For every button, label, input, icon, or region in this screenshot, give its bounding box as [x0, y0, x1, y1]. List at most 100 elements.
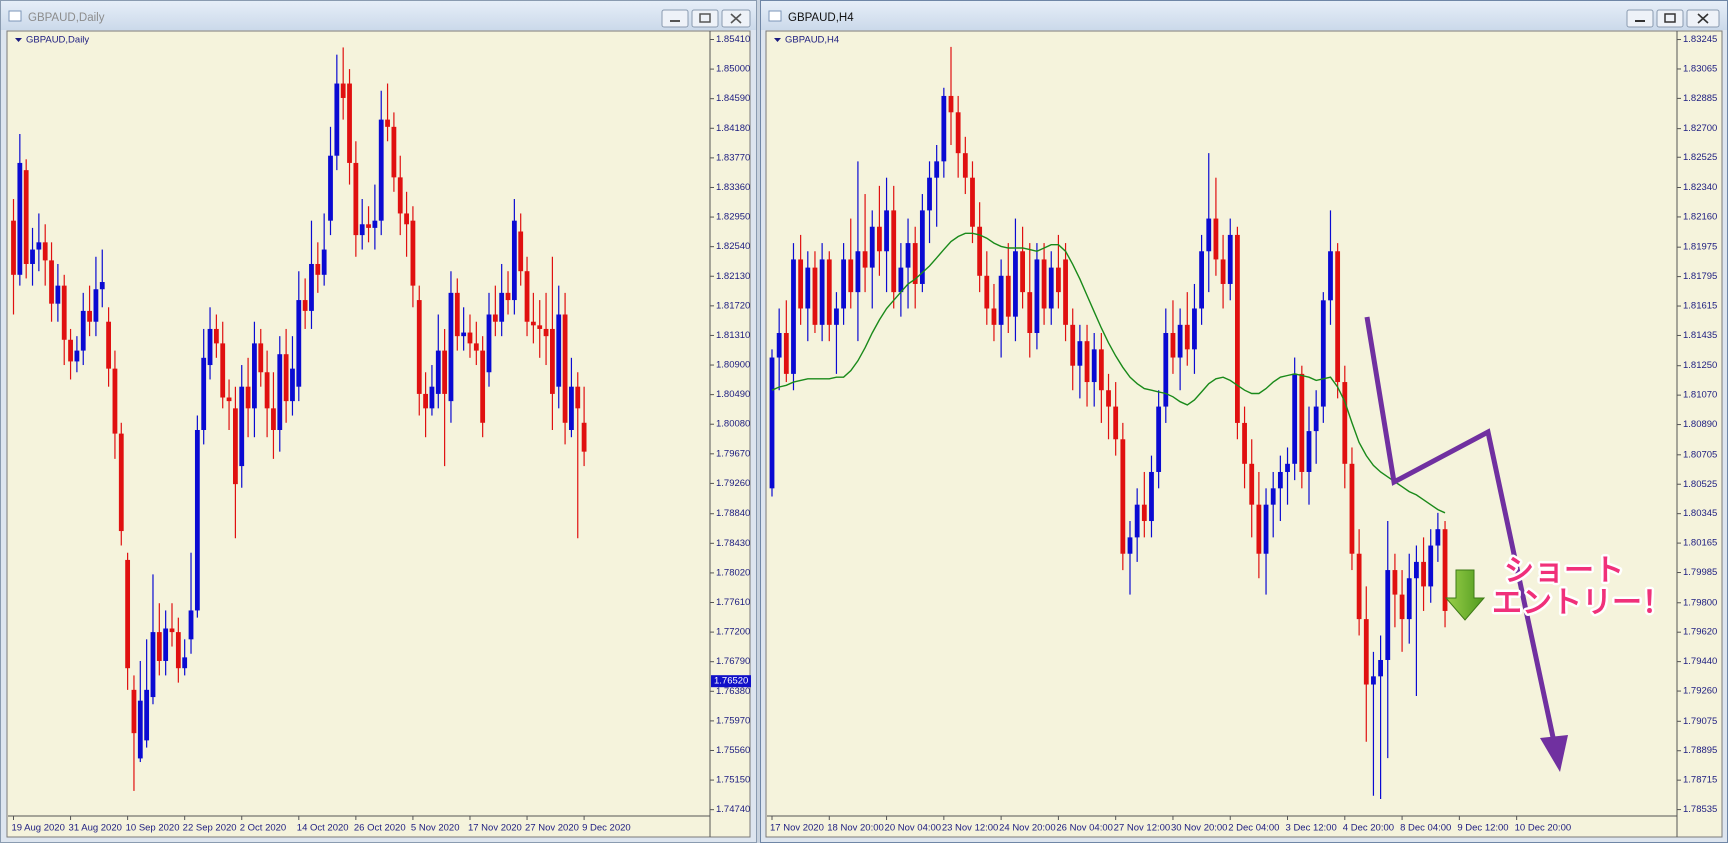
x-tick-label: 26 Nov 04:00: [1056, 823, 1113, 834]
candle-body: [125, 559, 131, 669]
candle-body: [1041, 259, 1047, 309]
candle-body: [213, 328, 219, 344]
candle-body: [391, 126, 397, 178]
x-tick-label: 26 Oct 2020: [354, 823, 406, 834]
candle-body: [359, 224, 365, 236]
y-tick-label: 1.81250: [1683, 360, 1717, 371]
window-icon: [8, 10, 22, 22]
candle-body: [1020, 251, 1025, 293]
candle-body: [1213, 218, 1219, 260]
y-tick-label: 1.79440: [1683, 656, 1717, 667]
candle-body: [798, 259, 804, 309]
candle-body: [290, 368, 295, 402]
candle-body: [55, 285, 61, 304]
x-tick-label: 14 Oct 2020: [297, 823, 349, 834]
candle-body: [1156, 406, 1162, 472]
candle-body: [201, 357, 207, 430]
candle-body: [1435, 529, 1441, 546]
candle-body: [112, 368, 118, 434]
candle-body: [948, 95, 954, 113]
x-tick-label: 23 Nov 12:00: [942, 823, 999, 834]
candle-body: [220, 343, 226, 398]
x-tick-label: 22 Sep 2020: [183, 823, 237, 834]
x-tick-label: 8 Dec 04:00: [1400, 823, 1451, 834]
candle-body: [366, 224, 371, 228]
candle-body: [776, 333, 782, 358]
candle-body: [340, 83, 346, 98]
candle-body: [1277, 471, 1283, 489]
minimize-button[interactable]: [1626, 9, 1654, 28]
y-tick-label: 1.84590: [716, 93, 750, 104]
candle-body: [461, 332, 467, 337]
y-tick-label: 1.81720: [716, 300, 750, 311]
candle-body: [416, 300, 422, 394]
candle-body: [1048, 267, 1054, 309]
y-tick-label: 1.75560: [716, 745, 750, 756]
close-button[interactable]: [1686, 9, 1720, 28]
candle-body: [955, 112, 961, 154]
candle-body: [1199, 251, 1204, 309]
candle-body: [524, 271, 530, 322]
candle-body: [991, 308, 997, 325]
candle-body: [42, 242, 48, 261]
close-button[interactable]: [721, 9, 751, 28]
candle-body: [144, 689, 150, 741]
candle-body: [783, 333, 789, 374]
candle-body: [182, 657, 188, 669]
candle-body: [1235, 234, 1240, 423]
title-bar: [1, 1, 756, 30]
y-tick-label: 1.79985: [1683, 567, 1717, 578]
y-tick-label: 1.78895: [1683, 745, 1717, 756]
candle-body: [1249, 463, 1255, 505]
candle-body: [1313, 406, 1319, 432]
candle-body: [480, 350, 486, 423]
window-title: GBPAUD,H4: [788, 12, 854, 24]
candle-body: [68, 339, 73, 362]
x-tick-label: 30 Nov 20:00: [1171, 823, 1228, 834]
y-tick-label: 1.78535: [1683, 804, 1717, 815]
candle-body: [74, 350, 80, 362]
candle-body: [919, 210, 925, 284]
candle-body: [769, 357, 775, 489]
y-tick-label: 1.79800: [1683, 597, 1717, 608]
y-tick-label: 1.79620: [1683, 627, 1717, 638]
restore-button[interactable]: [691, 9, 719, 28]
y-tick-label: 1.76790: [716, 656, 750, 667]
x-tick-label: 10 Sep 2020: [126, 823, 180, 834]
y-tick-label: 1.83770: [716, 152, 750, 163]
candle-body: [1206, 218, 1212, 252]
title-bar: [761, 1, 1727, 30]
y-tick-label: 1.82950: [716, 212, 750, 223]
candle-body: [905, 243, 911, 268]
candle-body: [819, 259, 825, 325]
candle-body: [378, 119, 384, 221]
candle-body: [1285, 463, 1290, 472]
x-tick-label: 20 Nov 04:00: [885, 823, 942, 834]
y-tick-label: 1.83245: [1683, 34, 1717, 45]
candle-body: [1256, 504, 1262, 554]
candle-body: [435, 350, 441, 394]
candle-body: [1242, 422, 1247, 464]
candle-body: [61, 285, 67, 340]
candle-body: [1378, 659, 1383, 677]
y-tick-label: 1.80705: [1683, 449, 1717, 460]
candle-body: [17, 162, 23, 275]
chart-label: GBPAUD,H4: [785, 35, 839, 46]
candle-body: [163, 628, 169, 661]
candle-body: [404, 213, 409, 225]
candle-body: [1263, 504, 1269, 554]
candle-body: [156, 632, 162, 661]
candle-body: [898, 267, 904, 293]
annotation-line: エントリー！: [1492, 586, 1672, 621]
restore-button[interactable]: [1656, 9, 1684, 28]
y-tick-label: 1.80490: [716, 389, 750, 400]
price-marker: [711, 675, 751, 688]
candle-body: [1356, 553, 1362, 620]
minimize-button[interactable]: [661, 9, 689, 28]
x-tick-label: 17 Nov 2020: [468, 823, 522, 834]
y-tick-label: 1.80080: [716, 419, 750, 430]
candle-body: [80, 310, 86, 351]
candle-body: [1027, 292, 1033, 334]
x-tick-label: 9 Dec 2020: [582, 823, 631, 834]
candle-body: [194, 429, 200, 611]
